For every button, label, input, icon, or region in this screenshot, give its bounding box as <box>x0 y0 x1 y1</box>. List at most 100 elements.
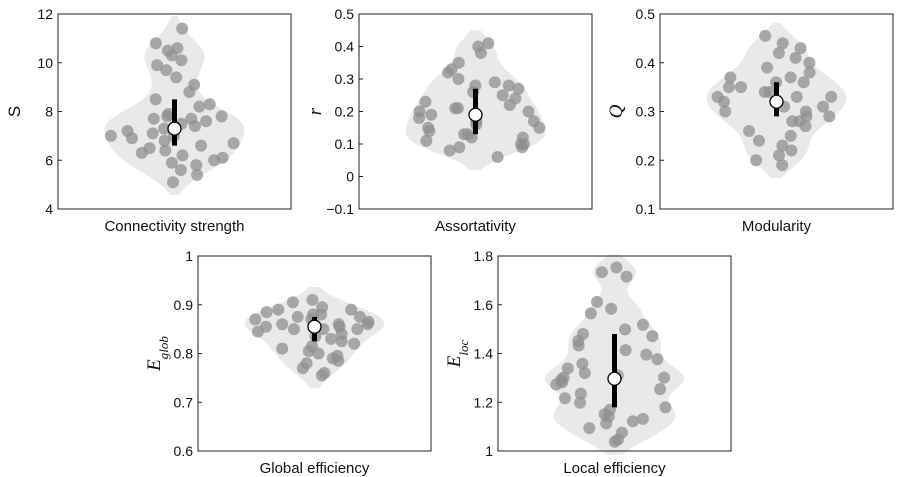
data-point <box>724 71 737 84</box>
data-point <box>619 323 632 336</box>
data-point <box>620 270 633 283</box>
y-tick-label: 0.2 <box>335 104 355 120</box>
y-tick-label: 0.2 <box>636 152 656 168</box>
y-tick-label: 0.4 <box>335 39 355 55</box>
y-axis-label-subscript: glob <box>156 336 171 360</box>
data-point <box>651 353 664 366</box>
data-point <box>167 176 179 189</box>
y-tick-label: 0.6 <box>174 443 194 459</box>
y-tick-label: 0.8 <box>174 346 194 362</box>
data-point <box>306 293 319 306</box>
data-point <box>503 99 516 111</box>
data-point <box>626 415 639 428</box>
data-point <box>640 348 653 361</box>
data-point <box>251 325 264 338</box>
y-tick-label: 1.4 <box>474 346 494 362</box>
y-tick-label: 0 <box>346 169 354 185</box>
data-point <box>195 139 208 152</box>
y-tick-label: 1.8 <box>474 248 494 264</box>
data-point <box>146 127 159 140</box>
data-point <box>817 100 830 113</box>
data-point <box>312 347 325 360</box>
data-point <box>193 100 206 113</box>
data-point <box>288 323 300 336</box>
data-point <box>646 330 659 343</box>
data-point <box>785 144 798 157</box>
data-point <box>636 412 649 425</box>
data-point <box>348 337 361 350</box>
data-point <box>315 308 328 321</box>
data-point <box>296 362 309 375</box>
data-point <box>174 164 187 176</box>
data-point <box>610 261 623 274</box>
data-point <box>190 159 203 172</box>
data-point <box>151 59 164 72</box>
data-point <box>717 95 730 108</box>
panel-3: 0.1 0.2 0.3 0.4 0.5 Modularity Q <box>606 6 894 235</box>
data-point <box>659 401 672 414</box>
data-point <box>291 310 304 323</box>
data-point <box>149 37 162 50</box>
data-point <box>637 318 649 331</box>
data-point <box>619 344 632 357</box>
data-point <box>600 417 613 430</box>
data-point <box>361 318 374 331</box>
data-point <box>170 71 183 84</box>
data-point <box>420 134 433 147</box>
y-tick-label: 0.5 <box>636 6 656 22</box>
data-point <box>583 422 596 435</box>
data-point <box>351 323 364 336</box>
y-tick-label: 0.1 <box>636 201 656 217</box>
data-point <box>516 141 529 154</box>
y-tick-label: 1 <box>185 248 193 264</box>
data-point <box>533 121 546 134</box>
data-point <box>572 339 585 352</box>
data-point <box>147 112 160 125</box>
data-point <box>443 144 456 157</box>
data-point <box>413 112 426 124</box>
y-tick-label: 1.2 <box>474 394 494 410</box>
data-point <box>773 149 785 162</box>
data-point <box>799 120 812 133</box>
y-axis-label: S <box>5 106 24 117</box>
data-point <box>825 90 838 103</box>
median-marker <box>769 94 784 109</box>
data-point <box>260 306 273 319</box>
data-point <box>165 49 178 62</box>
data-point <box>353 310 366 323</box>
data-point <box>502 79 515 92</box>
data-point <box>488 76 501 89</box>
y-axis-label: Q <box>606 104 627 118</box>
data-point <box>276 342 289 355</box>
data-point <box>176 149 189 162</box>
y-tick-label: 1.6 <box>474 297 494 313</box>
data-point <box>249 313 262 326</box>
data-point <box>574 396 587 409</box>
data-point <box>608 435 621 448</box>
data-point <box>776 159 789 172</box>
data-point <box>423 125 436 137</box>
data-point <box>561 362 574 375</box>
data-point <box>425 108 438 121</box>
data-point <box>753 134 765 147</box>
x-axis-label: Modularity <box>742 218 812 235</box>
y-tick-label: 0.3 <box>335 71 355 87</box>
y-tick-label: 0.7 <box>174 394 194 410</box>
data-point <box>325 332 338 345</box>
data-point <box>772 47 785 59</box>
data-point <box>482 37 495 50</box>
y-axis-label-subscript: loc <box>456 340 471 356</box>
data-point <box>743 125 756 137</box>
data-point <box>272 303 285 316</box>
data-point <box>161 110 174 123</box>
data-point <box>578 367 591 379</box>
data-point <box>332 354 345 367</box>
data-point <box>160 64 173 77</box>
data-point <box>465 131 478 144</box>
data-point <box>823 110 836 123</box>
x-axis-label: Local efficiency <box>563 460 666 477</box>
data-point <box>183 86 196 98</box>
data-point <box>227 137 240 150</box>
data-point <box>789 51 802 64</box>
data-point <box>302 345 315 358</box>
